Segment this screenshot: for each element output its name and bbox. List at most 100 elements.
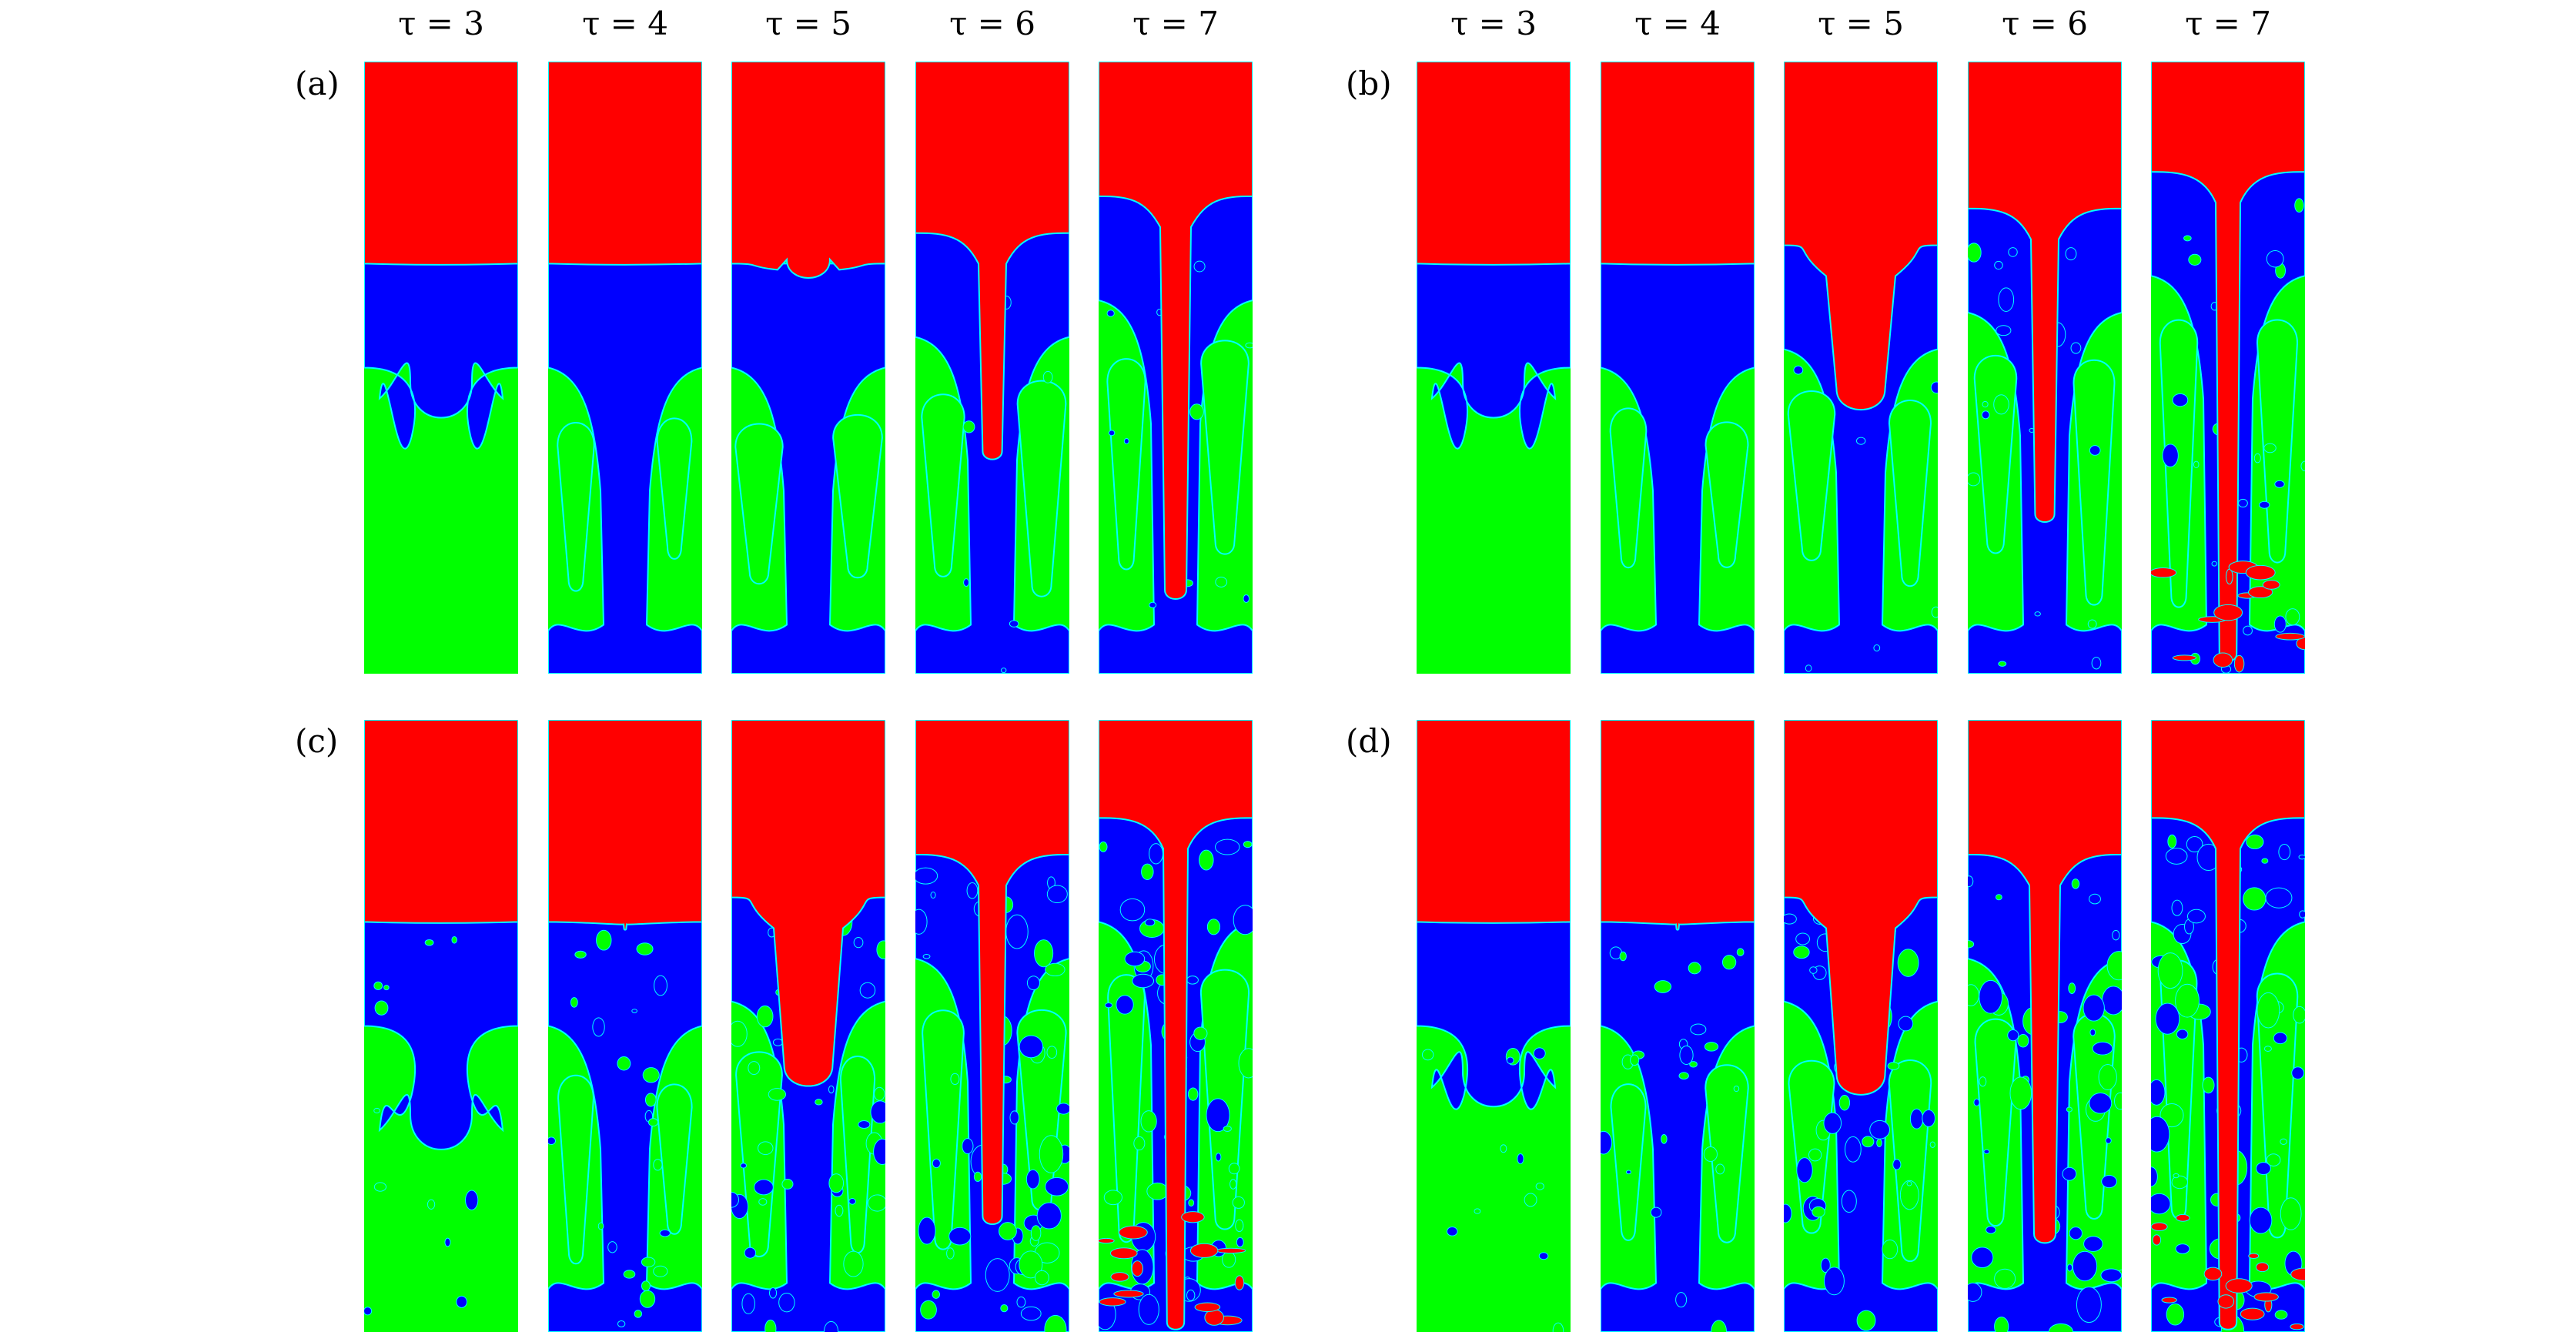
mixing-blob (1841, 1190, 1857, 1213)
middle-fluid-region (731, 263, 885, 674)
heavy-fluid-region (364, 720, 518, 924)
mixing-blob (1968, 984, 1979, 1006)
mixing-blob (1193, 260, 1206, 273)
time-label-left-2: τ = 4 (582, 5, 668, 42)
mixing-blob (2089, 1093, 2113, 1114)
heavy-fluid-debris (2262, 580, 2280, 590)
mixing-blob (1034, 1270, 1049, 1286)
mixing-blob (2246, 834, 2264, 850)
middle-fluid-region (731, 896, 885, 1332)
heavy-fluid-debris (2213, 652, 2233, 668)
mixing-blob (2155, 1002, 2180, 1035)
mixing-blob (641, 1257, 656, 1267)
mixing-blob (2092, 1041, 2113, 1056)
mixing-blob (2237, 498, 2248, 508)
heavy-fluid-debris (1216, 1247, 1246, 1254)
mixing-blob (2171, 899, 2183, 916)
mixing-blob (1994, 260, 2003, 270)
mixing-blob (1996, 325, 2012, 336)
panel-field (915, 62, 1069, 674)
mixing-blob (2101, 986, 2122, 1016)
mixing-blob (868, 1194, 885, 1212)
simulation-panel (1968, 62, 2122, 674)
mixing-blob (654, 975, 667, 996)
mixing-blob (966, 882, 979, 899)
mixing-blob (985, 1258, 1010, 1292)
mixing-blob (1206, 1098, 1230, 1133)
group-label-d: (d) (1346, 722, 1392, 760)
simulation-panel (1417, 720, 1571, 1332)
mixing-blob (1994, 1316, 2009, 1332)
rising-finger (1107, 974, 1146, 1243)
mixing-blob (373, 1182, 387, 1192)
heavy-fluid-debris (1118, 1225, 1148, 1240)
mixing-blob (1856, 1310, 1876, 1331)
rising-finger (921, 393, 965, 577)
simulation-panel (1099, 720, 1253, 1332)
rising-finger (734, 423, 784, 585)
middle-fluid-region (548, 921, 702, 1332)
mixing-blob (1981, 410, 1990, 420)
heavy-fluid-debris (2217, 1294, 2235, 1309)
mixing-blob (1421, 1049, 1434, 1061)
mixing-blob (1034, 939, 1054, 968)
mixing-blob (1123, 437, 1129, 444)
heavy-fluid-region (548, 62, 702, 266)
mixing-blob (1186, 976, 1199, 985)
mixing-blob (1796, 1157, 1813, 1183)
heavy-fluid-debris (2225, 568, 2233, 585)
mixing-blob (756, 1005, 774, 1028)
mixing-blob (1016, 1296, 1026, 1308)
mixing-blob (2106, 951, 2122, 981)
group-label-c: (c) (295, 722, 339, 760)
heavy-fluid-debris (1099, 1297, 1126, 1307)
mixing-blob (1805, 664, 1812, 672)
simulation-panel (1784, 720, 1938, 1332)
mixing-blob (781, 1178, 794, 1190)
mixing-blob (2291, 1066, 2305, 1079)
mixing-blob (636, 942, 654, 955)
heavy-fluid-debris (2213, 604, 2243, 621)
mixing-blob (2071, 879, 2080, 889)
mixing-blob (653, 1159, 663, 1171)
time-label-left-3: τ = 5 (765, 5, 851, 42)
mixing-blob (1995, 894, 2002, 901)
mixing-blob (946, 1247, 955, 1260)
mixing-blob (2298, 854, 2305, 860)
mixing-blob (1994, 1268, 2016, 1289)
mixing-blob (2176, 1029, 2189, 1039)
mixing-blob (1500, 1144, 1507, 1153)
heavy-fluid-debris (1189, 1243, 1219, 1258)
mixing-blob (1206, 919, 1221, 935)
heavy-fluid-debris (1181, 1211, 1205, 1223)
mixing-blob (2151, 1166, 2158, 1187)
rising-finger (656, 417, 693, 560)
mixing-blob (659, 1229, 671, 1237)
mixing-blob (2089, 1029, 2096, 1036)
simulation-panel (2151, 720, 2305, 1332)
mixing-blob (731, 1191, 740, 1208)
mixing-blob (1524, 1193, 1537, 1207)
mixing-blob (932, 1290, 941, 1299)
mixing-blob (2089, 893, 2101, 905)
mixing-blob (1108, 430, 1116, 437)
heavy-fluid-region (1417, 720, 1571, 924)
mixing-blob (1009, 1110, 1020, 1125)
panel-field (1784, 62, 1938, 674)
mixing-blob (2062, 1166, 2077, 1181)
mixing-blob (641, 1280, 651, 1292)
mixing-blob (623, 1270, 636, 1279)
mixing-blob (1899, 1180, 1919, 1210)
mixing-blob (1795, 932, 1810, 945)
heavy-fluid-region (364, 62, 518, 266)
mixing-blob (1690, 1023, 1707, 1036)
rising-finger (1705, 421, 1749, 568)
mixing-blob (744, 1247, 757, 1259)
mixing-blob (1009, 620, 1019, 628)
mixing-blob (1736, 948, 1745, 956)
rising-finger (1106, 358, 1146, 571)
mixing-blob (1986, 1226, 1996, 1234)
mixing-blob (1517, 1153, 1524, 1165)
rising-finger (1889, 400, 1932, 587)
mixing-blob (1838, 1095, 1851, 1111)
